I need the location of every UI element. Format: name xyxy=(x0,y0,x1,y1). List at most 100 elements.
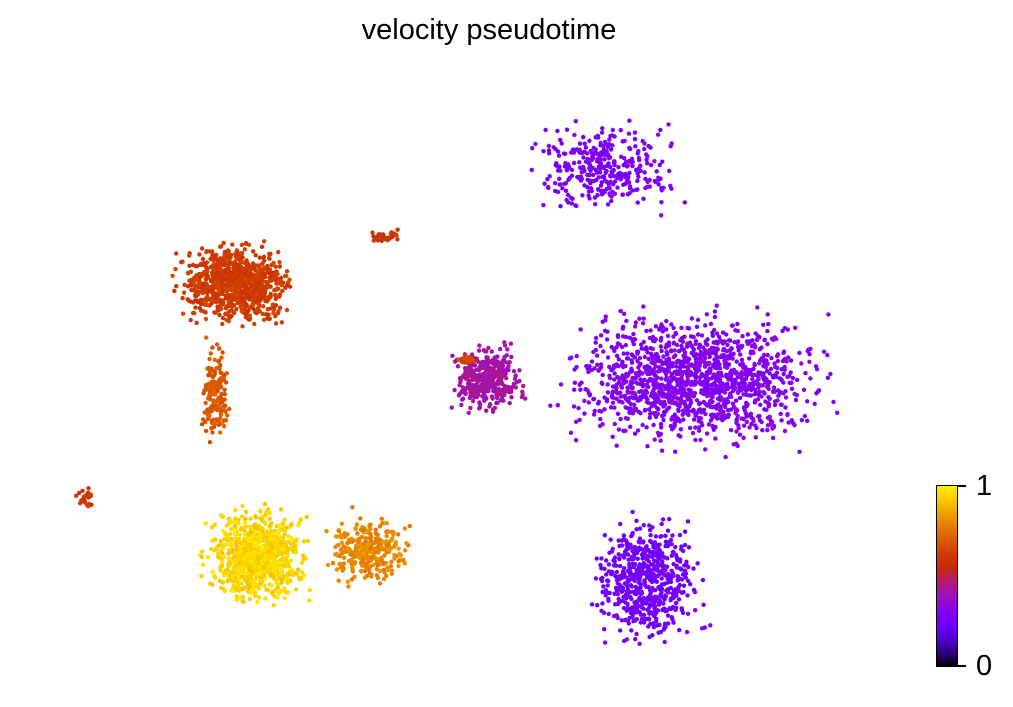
data-point xyxy=(282,574,287,579)
data-point xyxy=(635,574,641,579)
data-point xyxy=(294,550,299,555)
data-point xyxy=(207,369,213,374)
data-point xyxy=(680,339,686,344)
data-point xyxy=(242,260,248,266)
data-point xyxy=(517,378,522,384)
data-point xyxy=(279,527,284,532)
data-point xyxy=(674,342,680,348)
data-point xyxy=(470,377,475,383)
data-point xyxy=(227,259,233,265)
data-point xyxy=(625,389,630,394)
data-point xyxy=(276,544,281,550)
data-point xyxy=(608,405,614,410)
data-point xyxy=(704,403,710,408)
data-point xyxy=(461,373,467,378)
data-point xyxy=(681,589,686,595)
data-point xyxy=(275,271,280,277)
data-point xyxy=(758,383,763,388)
data-point xyxy=(609,198,614,204)
data-point xyxy=(215,304,220,309)
data-point xyxy=(234,597,239,603)
data-point xyxy=(248,272,253,277)
data-point xyxy=(666,122,671,127)
data-point xyxy=(642,141,647,146)
data-point xyxy=(210,252,215,257)
data-point xyxy=(668,598,673,603)
data-point xyxy=(632,391,637,396)
data-point xyxy=(633,395,639,401)
data-point xyxy=(635,359,640,364)
data-point xyxy=(257,571,263,576)
data-point xyxy=(336,528,342,533)
data-point xyxy=(561,151,567,156)
data-point xyxy=(634,587,639,592)
data-point xyxy=(390,536,395,541)
data-point xyxy=(599,608,604,613)
data-point xyxy=(691,335,696,340)
data-point xyxy=(685,519,691,524)
data-point xyxy=(261,239,267,244)
data-point xyxy=(270,274,275,279)
data-point xyxy=(793,397,799,403)
data-point xyxy=(659,348,664,354)
data-point xyxy=(283,550,288,555)
data-point xyxy=(403,548,408,553)
data-point xyxy=(225,287,230,292)
data-point xyxy=(264,299,270,304)
data-point xyxy=(214,295,220,300)
data-point xyxy=(610,384,616,389)
data-point xyxy=(605,329,610,334)
data-point xyxy=(228,541,233,546)
data-point xyxy=(715,412,720,417)
data-point xyxy=(218,585,224,591)
data-point xyxy=(665,556,670,561)
data-point xyxy=(794,393,800,398)
data-point xyxy=(647,177,652,183)
data-point xyxy=(710,405,715,410)
data-point xyxy=(644,395,649,401)
data-point xyxy=(587,179,593,184)
data-point xyxy=(404,541,409,546)
data-point xyxy=(277,260,282,265)
data-point xyxy=(709,387,715,392)
data-point xyxy=(615,341,621,346)
data-point xyxy=(574,203,579,209)
data-point xyxy=(552,181,558,186)
data-point xyxy=(632,355,638,360)
data-point xyxy=(381,576,387,582)
data-point xyxy=(658,438,663,443)
data-point xyxy=(476,374,482,379)
data-point xyxy=(725,386,730,392)
data-point xyxy=(231,570,236,575)
data-point xyxy=(776,393,781,398)
data-point xyxy=(649,562,654,567)
data-point xyxy=(736,339,741,344)
data-point xyxy=(254,542,260,547)
data-point xyxy=(210,265,216,271)
data-point xyxy=(569,173,575,178)
data-point xyxy=(681,390,686,395)
data-point xyxy=(458,379,463,385)
data-point xyxy=(716,390,721,395)
data-point xyxy=(611,613,617,619)
data-point xyxy=(636,155,642,161)
data-point xyxy=(644,157,649,162)
data-point xyxy=(634,527,639,532)
data-point xyxy=(463,387,468,392)
data-point xyxy=(210,430,215,435)
data-point xyxy=(621,606,627,611)
data-point xyxy=(643,176,648,182)
data-point xyxy=(625,416,630,421)
data-point xyxy=(635,178,640,184)
data-point xyxy=(203,316,209,322)
data-point xyxy=(670,605,675,610)
data-point xyxy=(267,558,272,563)
data-point xyxy=(230,288,235,293)
data-point xyxy=(661,391,666,396)
data-point xyxy=(655,561,661,566)
data-point xyxy=(507,400,512,406)
data-point xyxy=(621,311,627,316)
data-point xyxy=(238,527,243,532)
data-point xyxy=(636,565,641,571)
data-point xyxy=(211,417,216,422)
